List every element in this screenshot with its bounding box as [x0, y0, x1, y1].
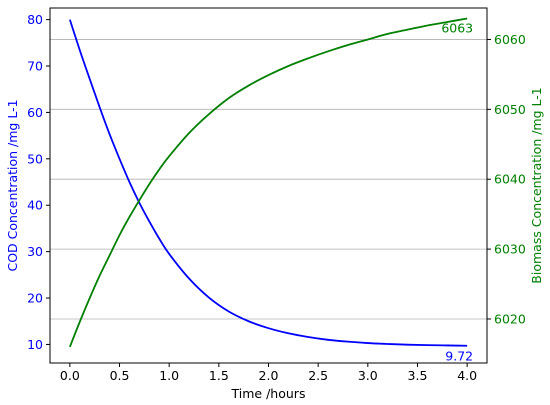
cod-series-line — [69, 19, 468, 347]
y-right-tick-label: 6060 — [494, 32, 526, 47]
x-tick-label: 3.0 — [358, 368, 378, 383]
y-axis-left-label: COD Concentration /mg L-1 — [5, 99, 20, 271]
y-right-tick-label: 6030 — [494, 242, 526, 257]
data-annotation: 9.72 — [445, 349, 473, 364]
x-tick-label: 1.0 — [159, 368, 179, 383]
x-tick-label: 4.0 — [457, 368, 477, 383]
grid-lines — [50, 39, 487, 320]
x-tick-label: 3.5 — [408, 368, 428, 383]
y-right-tick-label: 6050 — [494, 102, 526, 117]
x-tick-label: 1.5 — [209, 368, 229, 383]
axes: 0.0 0.5 1.0 1.5 2.0 2.5 3.0 3.5 4.0 10 20 30 40 50 60 7… — [27, 12, 526, 383]
y-left-tick-label: 10 — [27, 337, 43, 352]
y-left-tick-label: 80 — [27, 12, 43, 27]
series-lines — [69, 17, 468, 348]
y-left-tick-label: 40 — [27, 198, 43, 213]
x-tick-label: 2.5 — [308, 368, 328, 383]
annotations: 6063 9.72 — [441, 20, 473, 363]
x-tick-label: 2.0 — [259, 368, 279, 383]
plot-frame — [49, 7, 488, 364]
y-right-tick-label: 6020 — [494, 311, 526, 326]
y-axis-right-label: Biomass Concentration /mg L-1 — [529, 87, 544, 283]
y-left-tick-label: 50 — [27, 151, 43, 166]
y-left-tick-label: 60 — [27, 105, 43, 120]
y-right-tick-label: 6040 — [494, 172, 526, 187]
x-tick-label: 0.5 — [110, 368, 130, 383]
y-left-tick-label: 30 — [27, 244, 43, 259]
y-left-tick-label: 20 — [27, 291, 43, 306]
x-tick-label: 0.0 — [60, 368, 80, 383]
y-left-tick-label: 70 — [27, 59, 43, 74]
x-axis-label: Time /hours — [231, 386, 306, 401]
biomass-series-line — [69, 17, 468, 348]
data-annotation: 6063 — [441, 20, 473, 35]
